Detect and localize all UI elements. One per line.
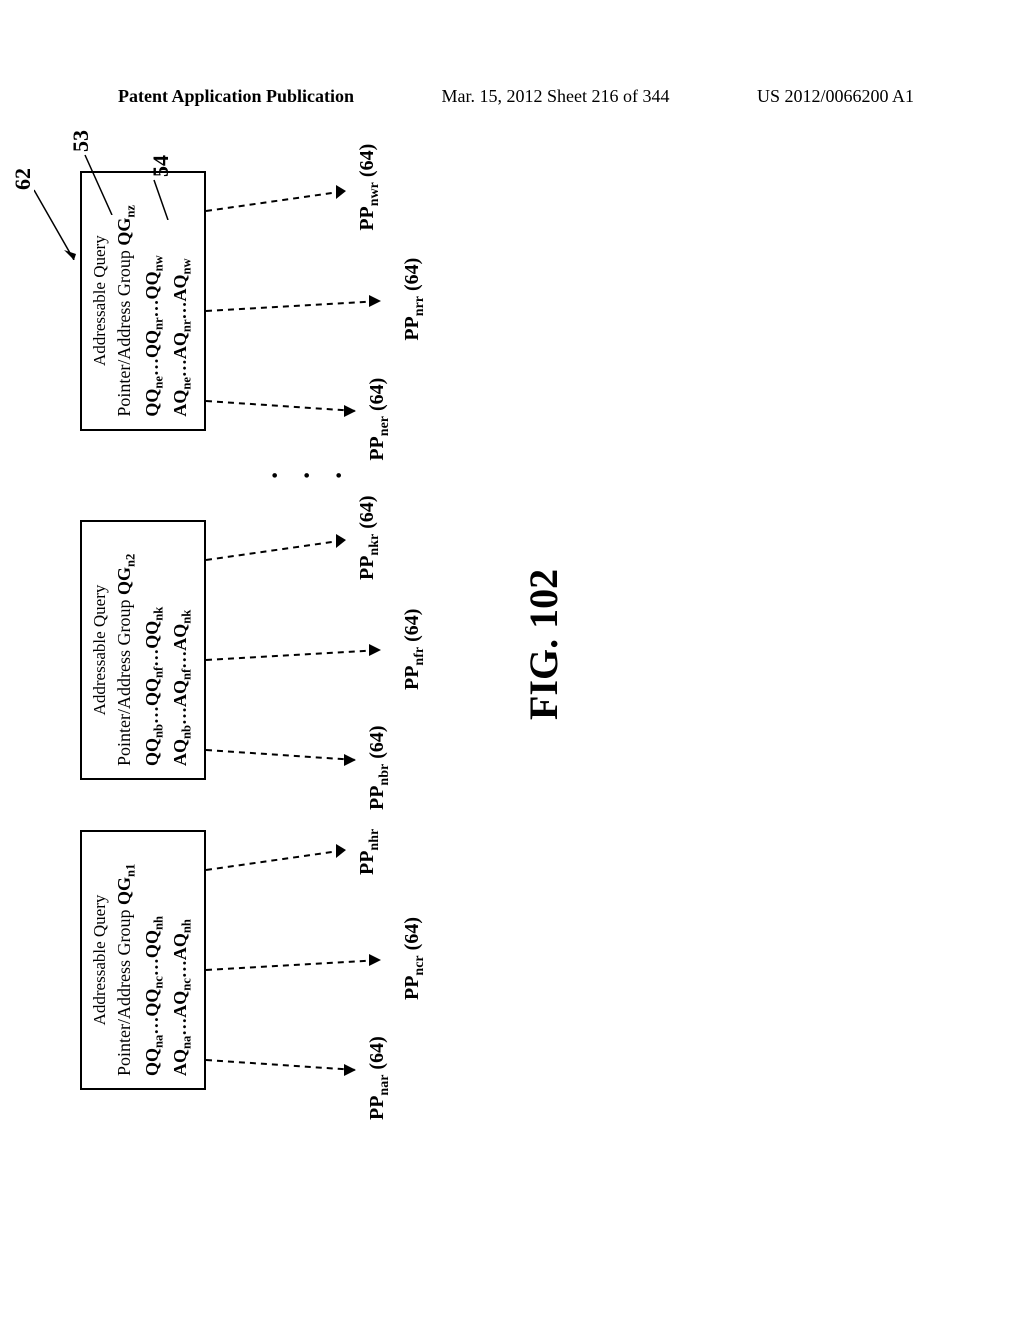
group-2: Addressable Query Pointer/Address Group … [80,510,496,790]
group-box-2: Addressable Query Pointer/Address Group … [80,520,206,780]
pp-labels-1: PPnar (64) PPncr (64) PPnhr [396,820,496,1100]
qq-row-3: QQne…QQnr…QQnw [140,185,168,417]
pp-1c: PPnhr [356,829,383,875]
aq-row-1: AQna…AQnc…AQnh [168,844,196,1076]
pp-3c: PPnwr (64) [356,144,383,231]
pp-1b: PPncr (64) [401,917,428,1000]
pp-1a: PPnar (64) [366,1036,393,1120]
addr-label-3: Addressable Query [88,185,112,417]
pp-2c: PPnkr (64) [356,495,383,580]
pp-labels-2: PPnbr (64) PPnfr (64) PPnkr (64) [396,510,496,790]
addr-label-2: Addressable Query [88,534,112,766]
header-left: Patent Application Publication [118,86,354,107]
pag-row-1: Pointer/Address Group QGn1 [112,844,140,1076]
group-row: Addressable Query Pointer/Address Group … [80,180,496,1100]
qg-2: QGn2 [114,554,134,595]
pp-2a: PPnbr (64) [366,725,393,810]
pp-2b: PPnfr (64) [401,609,428,690]
group-box-3: Addressable Query Pointer/Address Group … [80,171,206,431]
figure-content: 62 53 54 Addressable Query Pointer/Addre… [20,260,980,1020]
pag-pre-2: Pointer/Address Group [114,595,134,766]
pag-pre-3: Pointer/Address Group [114,246,134,417]
figure-label: FIG. 102 [520,569,567,720]
qq-row-1: QQna…QQnc…QQnh [140,844,168,1076]
aq-row-2: AQnb…AQnf…AQnk [168,534,196,766]
addr-label-1: Addressable Query [88,844,112,1076]
header-right: US 2012/0066200 A1 [757,86,914,107]
group-box-1: Addressable Query Pointer/Address Group … [80,830,206,1090]
group-1: Addressable Query Pointer/Address Group … [80,820,496,1100]
pag-row-2: Pointer/Address Group QGn2 [112,534,140,766]
header-center: Mar. 15, 2012 Sheet 216 of 344 [442,86,670,107]
qq-row-2: QQnb…QQnf…QQnk [140,534,168,766]
pp-3b: PPnrr (64) [401,258,428,341]
page-header: Patent Application Publication Mar. 15, … [0,86,1024,107]
pag-pre-1: Pointer/Address Group [114,905,134,1076]
qg-1: QGn1 [114,864,134,905]
pp-3a: PPner (64) [366,378,393,461]
pag-row-3: Pointer/Address Group QGnz [112,185,140,417]
aq-row-3: AQne…AQnr…AQnw [168,185,196,417]
leader-62: 62 [10,168,36,190]
group-3: Addressable Query Pointer/Address Group … [80,161,496,441]
qg-3: QGnz [114,205,134,246]
pp-labels-3: PPner (64) PPnrr (64) PPnwr (64) [396,161,496,441]
leader-62-line [34,180,84,260]
diagram-wrap: 62 53 54 Addressable Query Pointer/Addre… [20,260,780,1020]
ellipsis: · · · [260,471,356,480]
